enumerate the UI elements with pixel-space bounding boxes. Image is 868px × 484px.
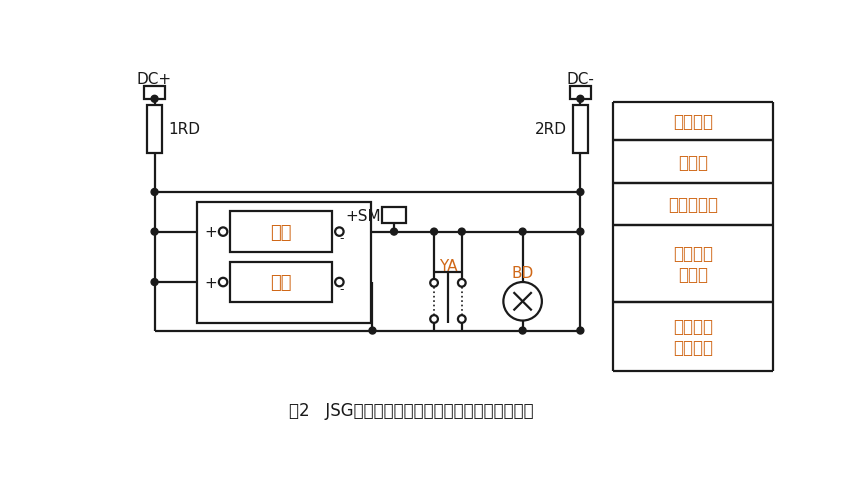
Text: -: - bbox=[339, 282, 344, 295]
Text: -: - bbox=[339, 232, 344, 245]
Text: 静态闪光
断电器: 静态闪光 断电器 bbox=[673, 244, 713, 283]
Circle shape bbox=[151, 228, 158, 236]
Circle shape bbox=[151, 96, 158, 103]
Bar bbox=[230, 262, 332, 302]
Bar bbox=[569, 87, 591, 100]
Text: 闪光小母线: 闪光小母线 bbox=[667, 196, 718, 213]
Circle shape bbox=[577, 189, 584, 196]
Circle shape bbox=[577, 327, 584, 334]
Text: BD: BD bbox=[511, 265, 534, 280]
Bar bbox=[147, 106, 162, 153]
Circle shape bbox=[519, 327, 526, 334]
Circle shape bbox=[458, 228, 465, 236]
Text: 图2   JSG系列静态闪光继电器应用外部接线参考图: 图2 JSG系列静态闪光继电器应用外部接线参考图 bbox=[289, 401, 533, 419]
Circle shape bbox=[369, 327, 376, 334]
Circle shape bbox=[577, 228, 584, 236]
Text: YA: YA bbox=[438, 259, 457, 274]
Text: 1RD: 1RD bbox=[168, 122, 201, 137]
Text: 试验按钮
及信号灯: 试验按钮 及信号灯 bbox=[673, 318, 713, 356]
Bar bbox=[144, 87, 165, 100]
Circle shape bbox=[519, 228, 526, 236]
Bar bbox=[573, 106, 588, 153]
Text: DC+: DC+ bbox=[137, 72, 172, 87]
Text: +SM: +SM bbox=[345, 208, 381, 223]
Text: 直流母线: 直流母线 bbox=[673, 113, 713, 131]
Text: +: + bbox=[204, 275, 217, 290]
Text: 电源: 电源 bbox=[271, 273, 292, 291]
Circle shape bbox=[431, 228, 437, 236]
Circle shape bbox=[391, 228, 398, 236]
Text: +: + bbox=[204, 225, 217, 240]
Circle shape bbox=[151, 189, 158, 196]
Text: 熔断器: 熔断器 bbox=[678, 153, 707, 171]
Text: DC-: DC- bbox=[567, 72, 595, 87]
Text: 2RD: 2RD bbox=[535, 122, 567, 137]
Bar bbox=[383, 208, 405, 223]
Bar bbox=[230, 212, 332, 253]
Circle shape bbox=[151, 279, 158, 286]
Bar bbox=[197, 202, 371, 323]
Circle shape bbox=[577, 96, 584, 103]
Text: 启动: 启动 bbox=[271, 223, 292, 241]
